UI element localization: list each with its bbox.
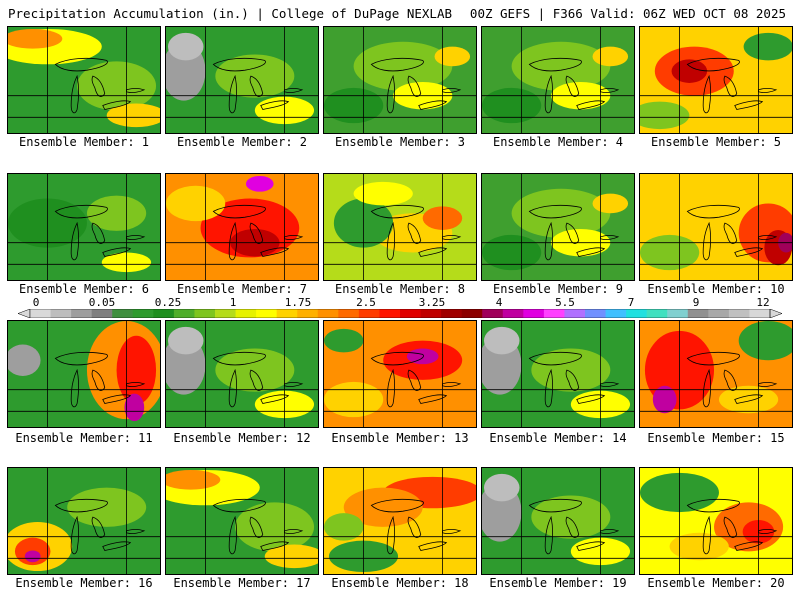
ensemble-map-18 [323, 467, 477, 575]
ensemble-map-10 [639, 173, 793, 281]
colorbar-tick-label: 3.25 [418, 296, 446, 309]
colorbar-tick-label: 2.5 [356, 296, 376, 309]
ensemble-member-label: Ensemble Member: 15 [647, 431, 785, 445]
ensemble-member-label: Ensemble Member: 10 [647, 282, 785, 296]
ensemble-member-label: Ensemble Member: 2 [176, 135, 308, 149]
ensemble-member-label: Ensemble Member: 18 [331, 576, 469, 590]
ensemble-map-12 [165, 320, 319, 428]
ensemble-map-14 [481, 320, 635, 428]
ensemble-map-11 [7, 320, 161, 428]
ensemble-map-13 [323, 320, 477, 428]
ensemble-map-7 [165, 173, 319, 281]
colorbar-tick-label: 0 [32, 296, 40, 309]
ensemble-member-label: Ensemble Member: 20 [647, 576, 785, 590]
ensemble-member-label: Ensemble Member: 5 [650, 135, 782, 149]
colorbar-tick-label: 0.25 [154, 296, 182, 309]
ensemble-member-label: Ensemble Member: 8 [334, 282, 466, 296]
ensemble-member-label: Ensemble Member: 3 [334, 135, 466, 149]
ensemble-member-label: Ensemble Member: 17 [173, 576, 311, 590]
ensemble-member-label: Ensemble Member: 9 [492, 282, 624, 296]
ensemble-member-label: Ensemble Member: 13 [331, 431, 469, 445]
ensemble-map-16 [7, 467, 161, 575]
ensemble-member-label: Ensemble Member: 7 [176, 282, 308, 296]
colorbar-tick-label: 1 [229, 296, 237, 309]
ensemble-map-2 [165, 26, 319, 134]
colorbar-tick-label: 4 [495, 296, 503, 309]
colorbar-tick-label: 7 [627, 296, 635, 309]
header-title: Precipitation Accumulation (in.) | Colle… [8, 6, 453, 21]
ensemble-member-label: Ensemble Member: 4 [492, 135, 624, 149]
ensemble-map-9 [481, 173, 635, 281]
colorbar-tick-label: 1.75 [284, 296, 312, 309]
ensemble-member-label: Ensemble Member: 1 [18, 135, 150, 149]
ensemble-member-label: Ensemble Member: 14 [489, 431, 627, 445]
ensemble-member-label: Ensemble Member: 12 [173, 431, 311, 445]
ensemble-map-6 [7, 173, 161, 281]
ensemble-member-label: Ensemble Member: 16 [15, 576, 153, 590]
ensemble-map-4 [481, 26, 635, 134]
ensemble-map-17 [165, 467, 319, 575]
ensemble-map-20 [639, 467, 793, 575]
colorbar-tick-label: 9 [692, 296, 700, 309]
ensemble-map-15 [639, 320, 793, 428]
ensemble-map-1 [7, 26, 161, 134]
colorbar-tick-label: 12 [756, 296, 770, 309]
ensemble-map-8 [323, 173, 477, 281]
colorbar [18, 309, 782, 318]
colorbar-tick-label: 0.05 [88, 296, 116, 309]
colorbar-tick-label: 5.5 [555, 296, 575, 309]
ensemble-member-label: Ensemble Member: 6 [18, 282, 150, 296]
ensemble-map-5 [639, 26, 793, 134]
ensemble-member-label: Ensemble Member: 11 [15, 431, 153, 445]
ensemble-map-3 [323, 26, 477, 134]
ensemble-member-label: Ensemble Member: 19 [489, 576, 627, 590]
header-run-info: 00Z GEFS | F366 Valid: 06Z WED OCT 08 20… [469, 6, 786, 21]
ensemble-map-19 [481, 467, 635, 575]
